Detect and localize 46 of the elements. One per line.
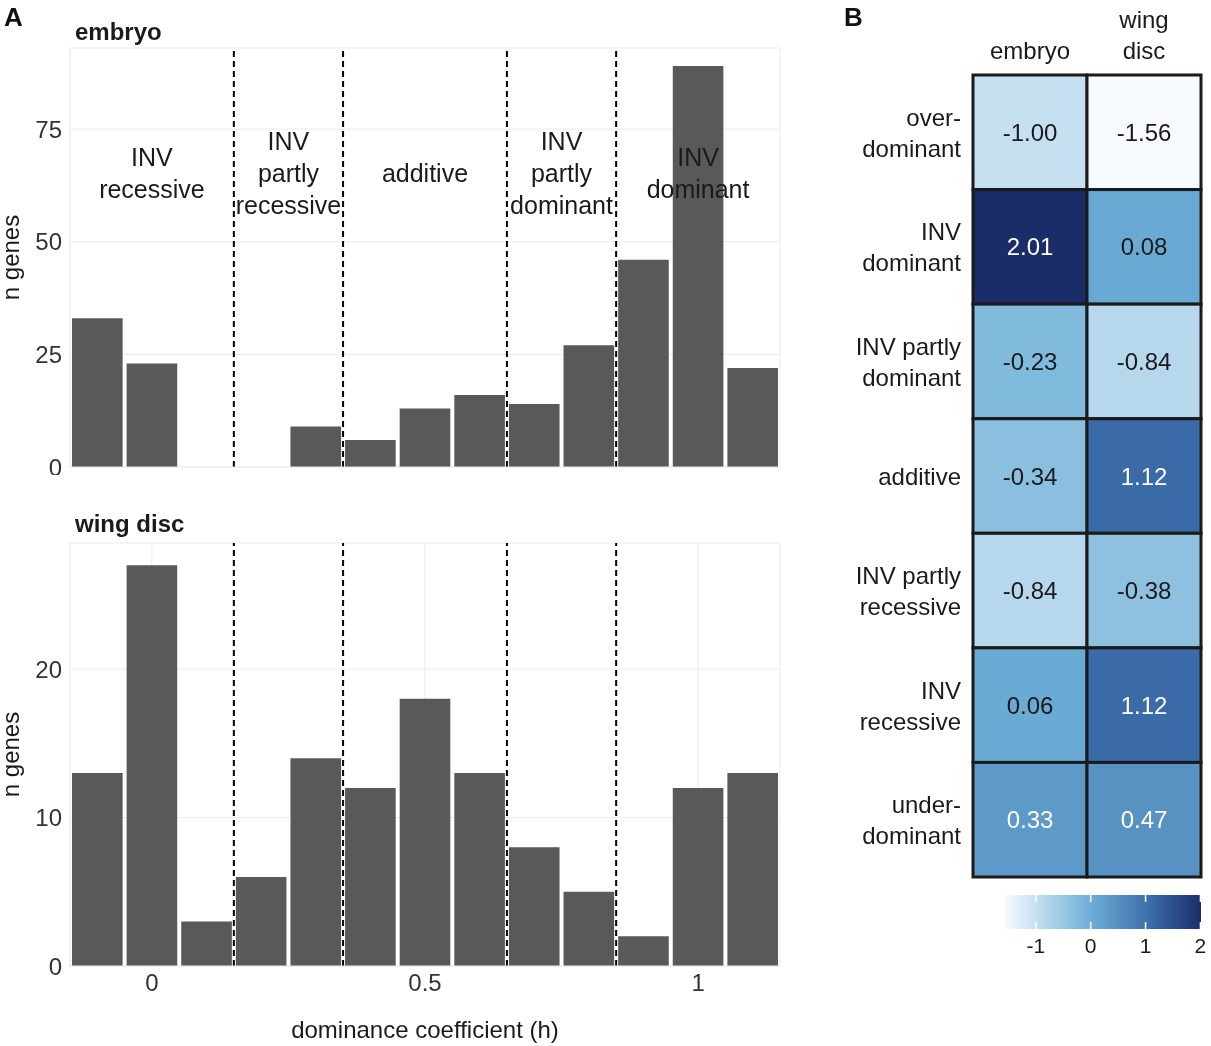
x-tick-label: 0.5 <box>408 969 442 997</box>
y-axis-title: n genes <box>0 214 24 301</box>
data-label: 0.06 <box>1006 691 1054 719</box>
data-label: -0.84 <box>1002 577 1058 605</box>
data-label: 1.12 <box>1120 462 1168 490</box>
color-bar-label: 2 <box>1194 934 1207 957</box>
annotation: INV recessive <box>99 142 205 205</box>
y-tick-label: additive <box>878 462 961 490</box>
y-tick-label: 0 <box>48 952 62 980</box>
data-label: -1.00 <box>1002 118 1058 146</box>
data-label: -0.84 <box>1116 347 1172 375</box>
text: B <box>844 2 863 33</box>
x-axis-title: dominance coefficient (h) <box>291 1016 559 1043</box>
color-bar-label: -1 <box>1026 934 1046 957</box>
y-tick-label: 10 <box>35 804 62 832</box>
data-label: -0.23 <box>1002 347 1058 375</box>
x-tick-label: 1 <box>691 969 705 997</box>
y-tick-label: 50 <box>35 228 62 256</box>
annotation: additive <box>381 158 469 189</box>
data-label: 0.47 <box>1120 806 1168 834</box>
color-bar-label: 1 <box>1139 934 1152 957</box>
y-tick-label: INV partly dominant <box>855 332 962 391</box>
y-tick-label: 20 <box>35 655 62 683</box>
y-tick-label: INV partly recessive <box>855 561 961 620</box>
chart-title: wing disc <box>75 510 185 538</box>
data-label: 0.33 <box>1006 806 1054 834</box>
data-label: 1.12 <box>1120 691 1168 719</box>
y-tick-label: over-dominant <box>862 103 962 162</box>
x-tick-label: 0 <box>145 969 159 997</box>
annotation: INV partly dominant <box>510 126 613 221</box>
annotation: INV partly recessive <box>235 126 342 221</box>
data-label: -0.34 <box>1002 462 1058 490</box>
data-label: -1.56 <box>1116 118 1172 146</box>
text: A <box>4 2 23 33</box>
y-tick-label: under-dominant <box>862 790 962 849</box>
y-tick-label: 25 <box>35 340 62 368</box>
data-label: -0.38 <box>1116 577 1172 605</box>
data-label: 0.08 <box>1120 233 1168 261</box>
color-bar-label: 0 <box>1084 934 1097 957</box>
y-tick-label: INV recessive <box>859 676 961 735</box>
y-tick-label: 0 <box>48 453 62 481</box>
chart-title: embryo <box>75 18 162 46</box>
data-label: 2.01 <box>1006 233 1054 261</box>
y-tick-label: INV dominant <box>862 217 962 276</box>
y-axis-title: n genes <box>0 711 24 798</box>
y-tick-label: 75 <box>35 115 62 143</box>
